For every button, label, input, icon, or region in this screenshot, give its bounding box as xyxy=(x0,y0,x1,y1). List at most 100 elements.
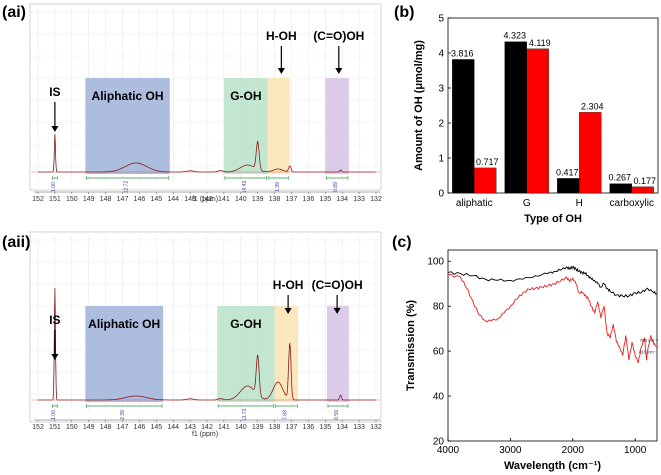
x-axis-title: Wavelength (cm⁻¹) xyxy=(504,460,601,472)
axis-tick-label: 132 xyxy=(370,424,382,431)
axis-tick-label: 152 xyxy=(32,424,44,431)
panel-ai: (ai) Aliphatic OH G-OH IS H-OH (C=O)OH 1.00… xyxy=(2,3,382,203)
axis-tick-label: 138 xyxy=(269,424,281,431)
y-axis-title: Transmission (%) xyxy=(405,300,417,391)
panel-aii-integrals: 1.00 2.39 13.73 7.68 0.59 xyxy=(51,404,349,421)
axis-tick-label: 133 xyxy=(353,196,365,203)
arrow-label-1: H-OH xyxy=(266,29,297,43)
axis-tick-label: 150 xyxy=(66,196,78,203)
plot-frame xyxy=(447,249,658,442)
axis-tick-label: 144 xyxy=(167,196,179,203)
x-tick-label: G xyxy=(523,198,531,209)
panel-aii-spectrum xyxy=(31,287,380,401)
arrow-label-1: H-OH xyxy=(273,278,304,292)
axis-tick-label: 149 xyxy=(83,196,95,203)
bar-series-1-2 xyxy=(557,178,580,194)
axis-tick-label: 136 xyxy=(303,424,315,431)
x-tick-label: 4000 xyxy=(437,445,460,456)
axis-tick-label: 135 xyxy=(319,196,331,203)
y-tick-label: 5 xyxy=(438,14,444,25)
bar-value-label: 2.304 xyxy=(581,101,604,111)
axis-tick-label: 145 xyxy=(150,196,162,203)
annotation-750: 750 cm⁻¹ xyxy=(640,338,659,343)
y-tick-label: 60 xyxy=(433,347,445,358)
series-red xyxy=(447,273,658,364)
y-tick-label: 100 xyxy=(427,257,444,268)
arrow-head-1 xyxy=(277,68,285,74)
arrow-head-0 xyxy=(51,354,59,360)
axis-tick-label: 141 xyxy=(218,424,230,431)
y-tick-label: 3 xyxy=(438,84,444,95)
panel-ai-axis-label: f1 (ppm) xyxy=(192,196,218,203)
y-axis-title: Amount of OH (μmol/mg) xyxy=(413,40,425,171)
x-tick-label: H xyxy=(576,198,583,209)
y-tick-label: 80 xyxy=(433,302,445,313)
axis-tick-label: 147 xyxy=(117,196,129,203)
panel-c: (c) 20 40 60 80 100 4000 3000 2000 1000 750 cm⁻¹ 8… xyxy=(392,234,659,472)
integral-value-1: 2.39 xyxy=(120,410,126,420)
annotation-819: 819 cm⁻¹ xyxy=(639,349,658,354)
axis-tick-label: 138 xyxy=(269,196,281,203)
bar-series-1-3 xyxy=(609,183,632,194)
bar-series-1-0 xyxy=(452,59,475,194)
panel-b: (b) 0 1 2 3 4 5 aliphatic 3.816 0.717 G 4.3234.119… xyxy=(394,4,659,225)
arrow-label-2: (C=O)OH xyxy=(312,278,363,292)
arrow-label-2: (C=O)OH xyxy=(313,29,364,43)
arrow-head-2 xyxy=(333,308,341,314)
integral-value-1: 12.72 xyxy=(124,181,130,194)
bar-series-2-0 xyxy=(474,167,497,194)
bar-series-2-3 xyxy=(631,186,654,194)
axis-tick-label: 150 xyxy=(66,424,78,431)
band-3 xyxy=(326,306,349,402)
axis-tick-label: 151 xyxy=(49,196,61,203)
bar-value-label: 0.717 xyxy=(476,157,499,167)
y-tick-label: 20 xyxy=(433,437,445,448)
x-tick-label: 1000 xyxy=(624,445,647,456)
x-tick-label: 3000 xyxy=(499,445,522,456)
arrow-head-2 xyxy=(335,68,343,74)
bar-value-label: 4.119 xyxy=(529,38,551,48)
panel-b-label: (b) xyxy=(394,4,414,21)
band-0 xyxy=(85,78,170,174)
axis-tick-label: 134 xyxy=(336,424,348,431)
panel-ai-integrals: 1.00 12.72 14.43 1.39 0.89 xyxy=(51,176,349,194)
band-0 xyxy=(85,306,164,402)
y-tick-label: 1 xyxy=(438,154,444,165)
integral-value-4: 0.59 xyxy=(334,410,340,420)
arrow-label-0: IS xyxy=(49,313,60,327)
axis-tick-label: 140 xyxy=(235,196,247,203)
axis-tick-label: 143 xyxy=(184,424,196,431)
panel-aii: (aii) Aliphatic OH G-OH IS H-OH (C=O)OH 1.0… xyxy=(2,231,382,438)
axis-tick-label: 134 xyxy=(336,196,348,203)
integral-value-4: 0.89 xyxy=(333,182,339,192)
y-tick-label: 0 xyxy=(438,189,444,200)
axis-tick-label: 151 xyxy=(49,424,61,431)
band-2 xyxy=(267,78,290,174)
axis-tick-label: 136 xyxy=(303,196,315,203)
arrow-head-1 xyxy=(284,308,292,314)
arrow-head-0 xyxy=(51,126,59,132)
integral-value-3: 7.68 xyxy=(282,410,288,420)
x-tick-label: 2000 xyxy=(562,445,585,456)
bar-value-label: 4.323 xyxy=(503,31,526,41)
axis-tick-label: 141 xyxy=(218,196,230,203)
plot-frame xyxy=(447,17,659,194)
series-black xyxy=(447,265,658,298)
axis-tick-label: 147 xyxy=(117,424,129,431)
band-label-1: G-OH xyxy=(230,89,261,103)
axis-tick-label: 149 xyxy=(83,424,95,431)
axis-tick-label: 143 xyxy=(184,196,196,203)
arrow-label-0: IS xyxy=(49,85,60,99)
band-label-1: G-OH xyxy=(230,317,261,331)
y-tick-label: 2 xyxy=(438,119,444,130)
axis-tick-label: 133 xyxy=(353,424,365,431)
integral-value-2: 14.43 xyxy=(242,181,248,194)
axis-tick-label: 148 xyxy=(100,424,112,431)
band-2 xyxy=(274,306,299,402)
axis-tick-label: 146 xyxy=(134,196,146,203)
band-1 xyxy=(223,78,268,174)
bar-series-2-2 xyxy=(579,112,602,194)
axis-tick-label: 144 xyxy=(167,424,179,431)
